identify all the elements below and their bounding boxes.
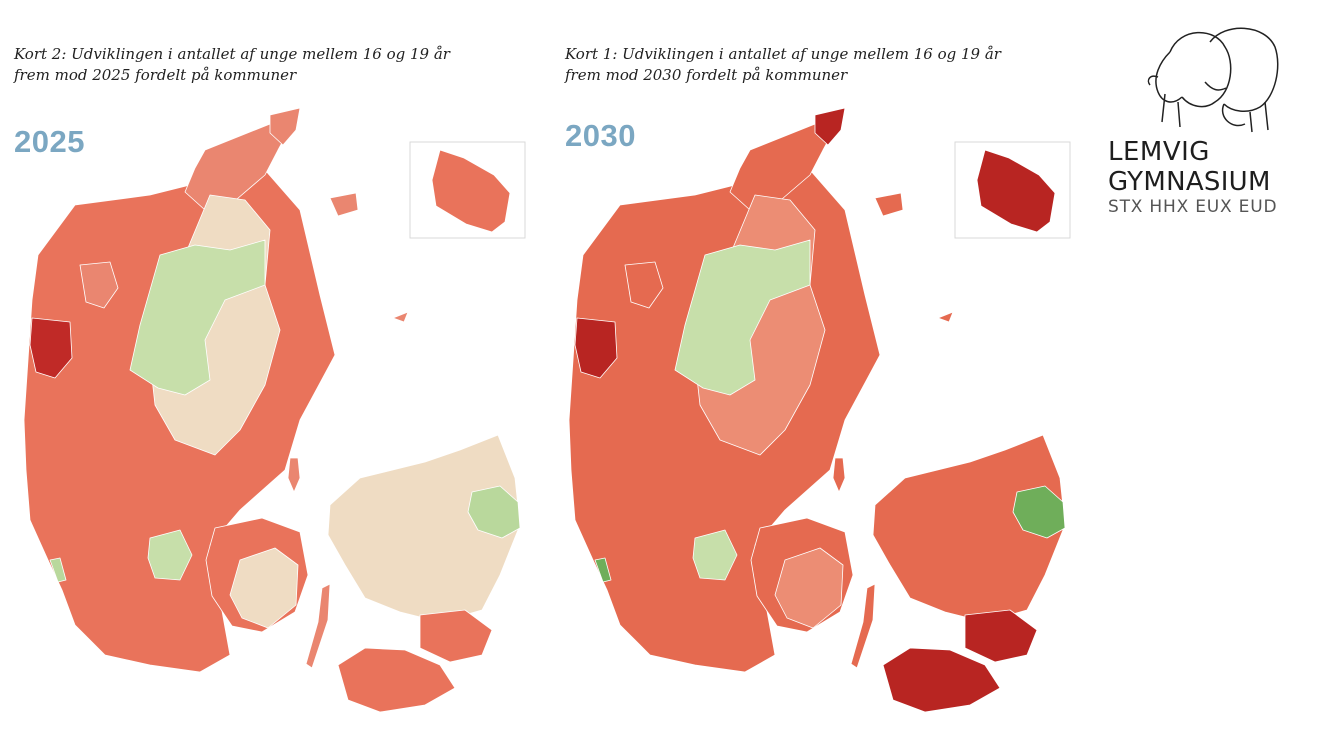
region-samso bbox=[832, 457, 846, 493]
region-samso bbox=[287, 457, 301, 493]
region-south-zealand bbox=[964, 609, 1038, 663]
region-laeso bbox=[874, 192, 904, 217]
region-west-coast-green bbox=[594, 557, 612, 583]
region-zealand bbox=[872, 434, 1066, 623]
school-logo: LEMVIG GYMNASIUM STX HHX EUX EUD bbox=[1100, 22, 1300, 222]
region-bornholm bbox=[431, 149, 511, 233]
map-caption: Kort 1: Udviklingen i antallet af unge m… bbox=[565, 44, 1085, 86]
denmark-map bbox=[568, 107, 1071, 713]
region-laeso bbox=[329, 192, 359, 217]
sheep-logo-icon bbox=[1147, 27, 1279, 133]
region-funen-south bbox=[774, 547, 844, 629]
region-langeland bbox=[850, 583, 876, 669]
region-mors bbox=[624, 261, 664, 309]
region-skagen bbox=[814, 107, 846, 146]
region-bornholm bbox=[976, 149, 1056, 233]
region-south-green bbox=[692, 529, 738, 581]
region-south-green bbox=[147, 529, 193, 581]
logo-programs: STX HHX EUX EUD bbox=[1108, 197, 1278, 217]
year-label: 2030 bbox=[565, 118, 636, 153]
year-label: 2025 bbox=[14, 124, 85, 159]
region-west-jutland bbox=[29, 317, 73, 379]
map-caption: Kort 2: Udviklingen i antallet af unge m… bbox=[14, 44, 534, 86]
denmark-map bbox=[23, 107, 526, 713]
region-central-jutland bbox=[129, 239, 266, 396]
region-funen-south bbox=[229, 547, 299, 629]
region-south-zealand bbox=[419, 609, 493, 663]
region-anholt bbox=[392, 311, 409, 323]
region-west-coast-green bbox=[49, 557, 67, 583]
caption-line-1: Kort 2: Udviklingen i antallet af unge m… bbox=[14, 45, 450, 63]
region-lolland bbox=[337, 647, 456, 713]
region-lolland bbox=[882, 647, 1001, 713]
caption-line-2: frem mod 2025 fordelt på kommuner bbox=[14, 66, 297, 84]
region-langeland bbox=[305, 583, 331, 669]
region-mors bbox=[79, 261, 119, 309]
region-west-jutland bbox=[574, 317, 618, 379]
region-copenhagen bbox=[1012, 485, 1066, 539]
map-panel-2030: Kort 1: Udviklingen i antallet af unge m… bbox=[545, 0, 1085, 750]
region-skagen bbox=[269, 107, 301, 146]
map-panel-2025: Kort 2: Udviklingen i antallet af unge m… bbox=[0, 0, 545, 750]
region-copenhagen bbox=[467, 485, 521, 539]
region-zealand bbox=[327, 434, 521, 623]
logo-name: GYMNASIUM bbox=[1108, 167, 1271, 197]
caption-line-1: Kort 1: Udviklingen i antallet af unge m… bbox=[565, 45, 1001, 63]
caption-line-2: frem mod 2030 fordelt på kommuner bbox=[565, 66, 848, 84]
logo-name: LEMVIG bbox=[1108, 137, 1210, 167]
region-anholt bbox=[937, 311, 954, 323]
region-central-jutland bbox=[674, 239, 811, 396]
